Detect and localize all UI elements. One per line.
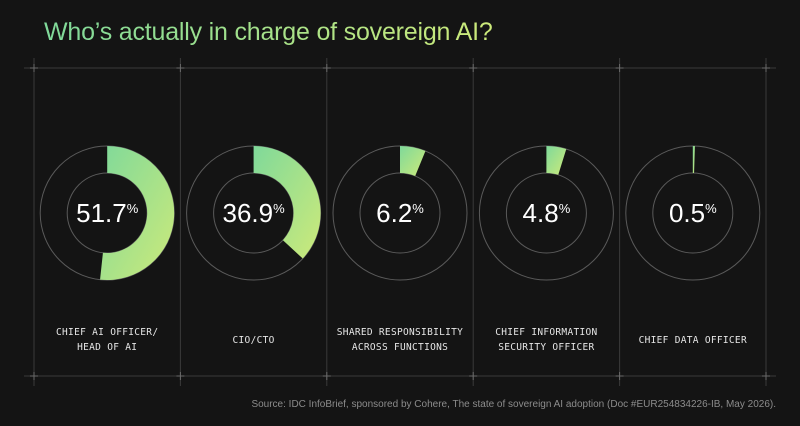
donut-arc <box>546 146 567 175</box>
donut-arc <box>100 146 175 280</box>
value-label: 51.7% <box>76 198 139 228</box>
value-number: 6.2 <box>376 198 412 228</box>
value-label: 4.8% <box>523 198 571 228</box>
donut-arc <box>692 146 695 174</box>
donut-arc <box>253 146 321 259</box>
category-label: CIO/CTO <box>233 335 275 346</box>
grid-lines <box>24 58 776 386</box>
value-unit: % <box>412 201 424 216</box>
value-unit: % <box>705 201 717 216</box>
category-label: SHARED RESPONSIBILITY <box>337 327 463 338</box>
value-number: 51.7 <box>76 198 127 228</box>
category-label: CHIEF DATA OFFICER <box>639 335 747 346</box>
value-number: 36.9 <box>223 198 274 228</box>
value-label: 0.5% <box>669 198 717 228</box>
value-label: 36.9% <box>223 198 286 228</box>
donut-panel: 51.7% CHIEF AI OFFICER/HEAD OF AI <box>39 145 175 353</box>
value-unit: % <box>273 201 285 216</box>
category-label: CHIEF AI OFFICER/ <box>56 327 158 338</box>
donut-panel: 0.5% CHIEF DATA OFFICER <box>625 145 761 346</box>
value-label: 6.2% <box>376 198 424 228</box>
source-note: Source: IDC InfoBrief, sponsored by Cohe… <box>251 399 776 410</box>
donut-panels: 51.7% CHIEF AI OFFICER/HEAD OF AI 36.9% CIO… <box>39 145 761 353</box>
donut-panel: 4.8% CHIEF INFORMATION SECURITY OFFICER <box>478 145 614 353</box>
donut-arc <box>400 146 426 176</box>
category-label: CHIEF INFORMATION <box>495 327 597 338</box>
value-unit: % <box>127 201 139 216</box>
value-unit: % <box>559 201 571 216</box>
value-number: 4.8 <box>523 198 559 228</box>
page-title: Who’s actually in charge of sovereign AI… <box>44 18 493 46</box>
category-label: SECURITY OFFICER <box>498 342 594 353</box>
value-number: 0.5 <box>669 198 705 228</box>
category-label: HEAD OF AI <box>77 342 137 353</box>
donut-panel: 36.9% CIO/CTO <box>186 145 322 346</box>
donut-panel: 6.2% SHARED RESPONSIBILITY ACROSS FUNCTION… <box>332 145 468 353</box>
category-label: ACROSS FUNCTIONS <box>352 342 448 353</box>
